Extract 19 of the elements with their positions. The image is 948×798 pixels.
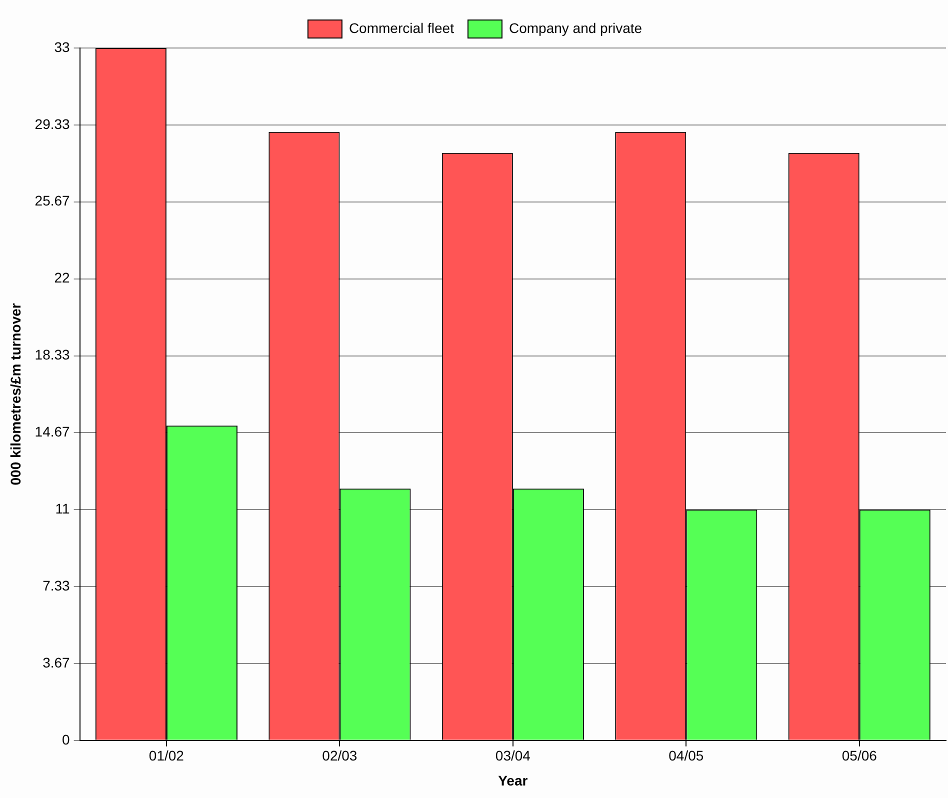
x-tick-label: 01/02 [148,748,184,764]
y-tick-label: 33 [54,38,70,55]
y-tick-label: 29.33 [34,116,70,132]
y-tick-label: 25.67 [34,192,70,209]
legend-label: Commercial fleet [348,20,454,36]
x-tick-label: 04/05 [668,748,704,764]
x-tick-label: 05/06 [842,748,878,764]
y-tick-label: 14.67 [34,423,70,440]
x-axis-title: Year [498,772,528,788]
y-tick-label: 22 [54,270,70,286]
x-tick-label: 02/03 [322,748,358,764]
x-tick-label: 03/04 [495,748,531,764]
y-tick-label: 3.67 [42,654,70,670]
y-tick-label: 18.33 [34,346,70,363]
y-axis-title: 000 kilometres/£m turnover [7,302,24,486]
y-tick-label: 7.33 [42,577,70,594]
y-tick-label: 11 [55,500,70,516]
y-tick-label: 0 [62,731,70,748]
legend-label: Company and private [508,20,642,36]
